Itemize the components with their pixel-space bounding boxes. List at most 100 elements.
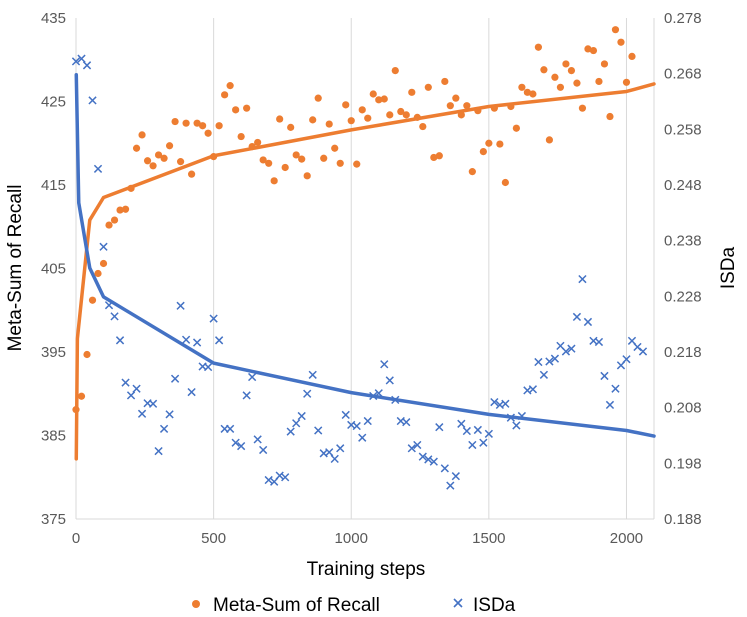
isda-point [297, 411, 306, 421]
recall-point [254, 138, 262, 147]
isda-point [501, 399, 510, 408]
recall-point [303, 172, 311, 180]
recall-point [138, 131, 146, 139]
isda-point [286, 427, 295, 436]
isda-point [314, 426, 323, 435]
recall-point [562, 60, 570, 68]
isda-point [512, 421, 521, 430]
isda-point [104, 301, 114, 310]
recall-point [452, 94, 460, 102]
isda-point [308, 370, 317, 379]
recall-point [402, 111, 410, 119]
isda-point [363, 416, 372, 426]
left-y-tick-label: 415 [41, 177, 66, 194]
recall-point [127, 184, 135, 192]
recall-point [617, 38, 625, 46]
recall-point [215, 122, 223, 130]
isda-point [214, 336, 224, 345]
isda-point [435, 423, 444, 432]
recall-point [243, 104, 251, 112]
isda-point [99, 242, 108, 251]
isda-point [159, 424, 169, 433]
recall-point [391, 67, 399, 75]
isda-point [583, 317, 593, 327]
isda-point [369, 391, 378, 401]
right-y-tick-label: 0.208 [664, 400, 702, 417]
recall-point [507, 102, 515, 111]
recall-point [567, 67, 576, 75]
isda-point [281, 473, 290, 482]
isda-point [385, 376, 394, 385]
isda-point [88, 96, 97, 105]
isda-point [77, 54, 86, 63]
isda-point [418, 452, 427, 461]
recall-point [419, 122, 427, 131]
x-tick-label: 1000 [335, 530, 368, 547]
isda-point [451, 472, 460, 481]
legend-recall-label: Meta-Sum of Recall [213, 595, 380, 616]
isda-point [484, 429, 493, 438]
isda-point [253, 435, 262, 444]
right-y-tick-label: 0.238 [664, 233, 702, 250]
recall-point [281, 163, 289, 172]
isda-point [71, 57, 81, 66]
recall-point [441, 77, 449, 86]
left-y-tick-label: 395 [41, 344, 66, 361]
isda-point [391, 395, 400, 405]
isda-point [170, 374, 180, 383]
recall-point [149, 162, 157, 170]
recall-point [628, 52, 636, 61]
recall-point [589, 46, 598, 55]
isda-point [237, 441, 246, 451]
isda-point [165, 410, 174, 419]
recall-point [474, 107, 482, 115]
recall-point [573, 79, 581, 87]
isda-point [82, 61, 92, 70]
isda-point [336, 444, 345, 453]
recall-point [358, 106, 366, 114]
isda-point [594, 337, 604, 347]
isda-point [330, 454, 339, 464]
recall-point [534, 43, 543, 51]
isda-point [203, 362, 213, 372]
isda-point [429, 457, 438, 466]
recall-trendline [74, 82, 656, 461]
legend-isda-marker [453, 598, 463, 608]
isda-point [424, 455, 433, 464]
recall-point [248, 142, 256, 151]
recall-point [298, 155, 306, 163]
right-y-tick-label: 0.268 [664, 66, 702, 83]
isda-point [242, 391, 251, 400]
left-y-tick-label: 435 [41, 10, 66, 27]
recall-point [270, 177, 278, 185]
recall-point [463, 102, 471, 110]
x-tick-label: 1500 [472, 530, 505, 547]
recall-point [336, 159, 344, 167]
marker-layer [71, 26, 648, 490]
isda-point [154, 446, 163, 456]
isda-point [137, 409, 147, 418]
isda-point [181, 335, 191, 344]
x-tick-label: 500 [201, 530, 226, 547]
left-y-tick-label: 405 [41, 261, 66, 278]
left-y-tick-label: 375 [41, 511, 66, 528]
recall-point [325, 120, 333, 128]
isda-trendline [74, 73, 656, 438]
recall-point [154, 151, 163, 159]
recall-point [132, 144, 141, 152]
recall-point [584, 45, 592, 53]
recall-point [424, 83, 432, 91]
recall-point [259, 156, 267, 164]
recall-point [232, 106, 240, 114]
recall-point [529, 90, 537, 98]
recall-point [408, 88, 416, 96]
recall-point [199, 122, 207, 130]
isda-point [115, 336, 125, 345]
isda-point [567, 344, 576, 353]
recall-point [171, 117, 179, 126]
isda-point [473, 425, 482, 435]
isda-point [561, 347, 571, 356]
isda-point [93, 164, 103, 173]
recall-point [364, 114, 372, 122]
isda-point [638, 347, 648, 356]
